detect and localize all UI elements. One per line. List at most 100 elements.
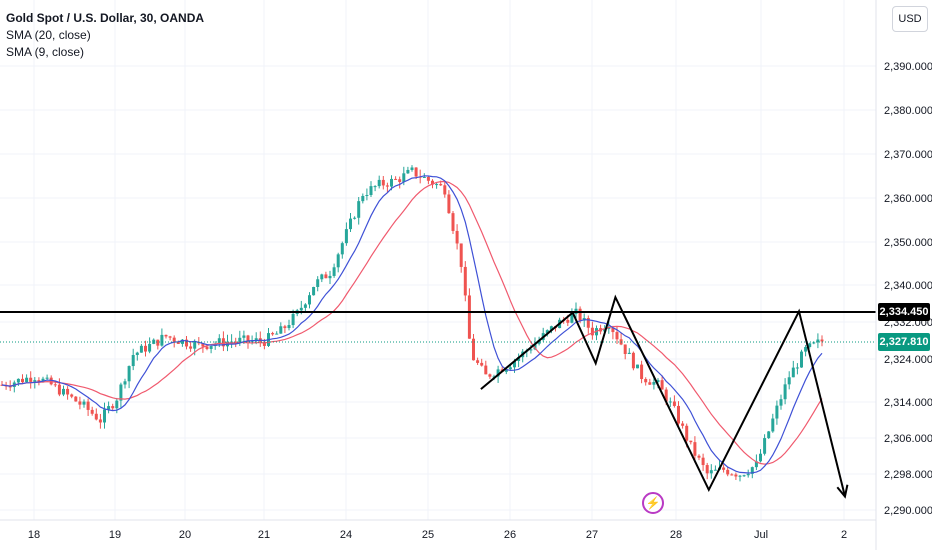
candle-body	[312, 286, 316, 296]
price-tick-label: 2,290.000	[884, 505, 932, 517]
candle-body	[156, 339, 160, 346]
candle-body	[70, 394, 74, 397]
candle-body	[180, 339, 184, 344]
candle-body	[636, 364, 639, 369]
candle-body	[689, 440, 693, 443]
candle-body	[62, 388, 65, 395]
candle-body	[242, 335, 246, 338]
candle-body	[779, 399, 783, 406]
sma-20-label[interactable]: SMA (20, close)	[6, 28, 91, 42]
candle-body	[435, 184, 439, 186]
candle-body	[287, 325, 291, 329]
candle-body	[607, 327, 611, 330]
time-tick-label: 20	[179, 529, 191, 541]
candle-body	[804, 347, 808, 352]
candle-body	[484, 365, 488, 375]
candle-body	[41, 378, 45, 382]
candle-body	[86, 401, 90, 410]
candle-body	[205, 346, 209, 349]
candle-body	[439, 184, 443, 186]
candle-body	[381, 179, 385, 186]
candle-body	[111, 406, 115, 409]
candle-body	[656, 380, 660, 382]
candle-body	[422, 176, 426, 178]
sma-20-line	[1, 180, 823, 465]
price-axis[interactable]: 2,390.000 2,380.000 2,370.000 2,360.000 2,35…	[884, 61, 932, 517]
candle-body	[759, 453, 762, 462]
candle-body	[139, 345, 143, 353]
symbol-title[interactable]: Gold Spot / U.S. Dollar, 30, OANDA	[6, 11, 205, 25]
candle-body	[98, 419, 102, 423]
candle-body	[53, 384, 57, 386]
time-tick-label: 21	[258, 529, 270, 541]
candle-body	[455, 230, 459, 244]
candle-body	[21, 378, 24, 383]
candle-body	[472, 338, 475, 361]
candle-body	[349, 218, 352, 230]
candle-body	[496, 369, 500, 377]
candle-body	[344, 229, 348, 244]
candle-body	[94, 413, 98, 420]
candle-body	[299, 307, 303, 311]
candle-body	[508, 367, 512, 370]
candle-body	[57, 384, 61, 395]
candle-body	[672, 401, 676, 406]
lightning-bolt-icon[interactable]: ⚡	[642, 492, 664, 514]
candle-body	[431, 180, 434, 185]
candle-body	[791, 367, 795, 378]
candle-body	[144, 345, 147, 352]
candle-body	[49, 377, 53, 385]
currency-button[interactable]: USD	[892, 6, 928, 32]
time-tick-label: 28	[670, 529, 682, 541]
candle-body	[29, 377, 33, 382]
price-tick-label: 2,298.000	[884, 469, 932, 481]
candle-body	[611, 327, 615, 333]
candle-body	[640, 364, 644, 380]
candle-body	[246, 335, 250, 342]
candle-body	[82, 401, 86, 405]
candle-body	[148, 343, 152, 352]
candle-body	[103, 409, 106, 423]
sma-9-label[interactable]: SMA (9, close)	[6, 45, 85, 59]
price-tick-label: 2,306.000	[884, 433, 932, 445]
candle-body	[443, 185, 447, 195]
candle-body	[324, 274, 328, 279]
candle-body	[119, 384, 123, 401]
candle-body	[488, 374, 492, 377]
candle-body	[308, 295, 311, 305]
candle-body	[385, 185, 389, 187]
time-axis[interactable]: 18 19 20 21 24 25 26 27 28 Jul 2	[28, 529, 847, 541]
candle-body	[164, 334, 168, 337]
candle-body	[800, 351, 803, 368]
candle-body	[726, 469, 730, 475]
candle-body	[586, 318, 590, 328]
candle-body	[734, 474, 738, 477]
pattern-drawing[interactable]	[480, 294, 846, 497]
candle-body	[160, 334, 164, 346]
candle-body	[750, 467, 754, 474]
candle-body	[820, 339, 824, 342]
candle-body	[254, 338, 258, 341]
candle-body	[738, 475, 742, 477]
candle-body	[369, 186, 373, 195]
candle-body	[681, 423, 685, 426]
price-tick-label: 2,350.000	[884, 237, 932, 249]
candle-body	[168, 336, 172, 338]
candle-body	[410, 167, 414, 170]
time-tick-label: Jul	[754, 529, 768, 541]
candle-body	[271, 333, 275, 335]
candle-body	[644, 379, 648, 383]
candle-body	[697, 455, 701, 458]
candle-body	[373, 186, 377, 188]
time-tick-label: 27	[586, 529, 598, 541]
candle-body	[730, 474, 734, 476]
candle-body	[78, 401, 82, 405]
candle-body	[787, 377, 791, 385]
candle-body	[361, 195, 365, 202]
candle-body	[631, 352, 635, 369]
candle-body	[701, 457, 705, 466]
candle-body	[33, 380, 37, 382]
candle-body	[517, 357, 521, 361]
candle-body	[357, 201, 361, 218]
